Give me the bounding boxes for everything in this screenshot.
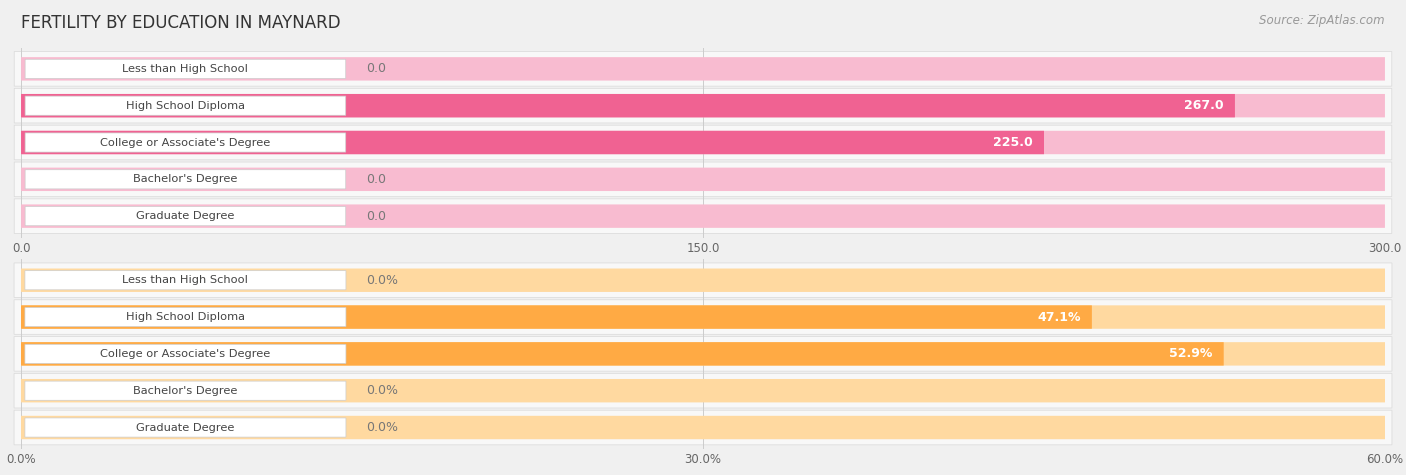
FancyBboxPatch shape <box>21 342 1385 366</box>
FancyBboxPatch shape <box>21 94 1385 117</box>
Text: Graduate Degree: Graduate Degree <box>136 211 235 221</box>
Text: 225.0: 225.0 <box>993 136 1033 149</box>
FancyBboxPatch shape <box>21 168 1385 191</box>
FancyBboxPatch shape <box>14 337 1392 371</box>
FancyBboxPatch shape <box>25 271 346 290</box>
FancyBboxPatch shape <box>14 52 1392 86</box>
FancyBboxPatch shape <box>25 418 346 437</box>
FancyBboxPatch shape <box>14 125 1392 160</box>
Text: 52.9%: 52.9% <box>1170 347 1212 361</box>
FancyBboxPatch shape <box>21 204 1385 228</box>
FancyBboxPatch shape <box>21 305 1385 329</box>
Text: College or Associate's Degree: College or Associate's Degree <box>100 137 270 148</box>
FancyBboxPatch shape <box>25 207 346 226</box>
FancyBboxPatch shape <box>21 342 1223 366</box>
Text: Less than High School: Less than High School <box>122 275 249 285</box>
FancyBboxPatch shape <box>25 344 346 363</box>
Text: 47.1%: 47.1% <box>1038 311 1081 323</box>
Text: 0.0: 0.0 <box>366 173 387 186</box>
FancyBboxPatch shape <box>14 300 1392 334</box>
FancyBboxPatch shape <box>14 199 1392 233</box>
Text: Graduate Degree: Graduate Degree <box>136 423 235 433</box>
Text: FERTILITY BY EDUCATION IN MAYNARD: FERTILITY BY EDUCATION IN MAYNARD <box>21 14 340 32</box>
FancyBboxPatch shape <box>21 57 1385 81</box>
FancyBboxPatch shape <box>21 131 1045 154</box>
FancyBboxPatch shape <box>25 170 346 189</box>
FancyBboxPatch shape <box>25 381 346 400</box>
Text: Source: ZipAtlas.com: Source: ZipAtlas.com <box>1260 14 1385 27</box>
FancyBboxPatch shape <box>21 131 1385 154</box>
Text: Bachelor's Degree: Bachelor's Degree <box>134 386 238 396</box>
FancyBboxPatch shape <box>14 410 1392 445</box>
FancyBboxPatch shape <box>14 263 1392 297</box>
Text: 0.0%: 0.0% <box>366 384 398 397</box>
FancyBboxPatch shape <box>25 133 346 152</box>
Text: 0.0: 0.0 <box>366 209 387 223</box>
FancyBboxPatch shape <box>14 88 1392 123</box>
FancyBboxPatch shape <box>25 307 346 327</box>
FancyBboxPatch shape <box>25 96 346 115</box>
Text: Bachelor's Degree: Bachelor's Degree <box>134 174 238 184</box>
FancyBboxPatch shape <box>14 162 1392 197</box>
Text: High School Diploma: High School Diploma <box>127 101 245 111</box>
FancyBboxPatch shape <box>14 373 1392 408</box>
Text: 0.0: 0.0 <box>366 62 387 76</box>
Text: Less than High School: Less than High School <box>122 64 249 74</box>
FancyBboxPatch shape <box>21 416 1385 439</box>
Text: 0.0%: 0.0% <box>366 421 398 434</box>
Text: High School Diploma: High School Diploma <box>127 312 245 322</box>
FancyBboxPatch shape <box>21 305 1092 329</box>
FancyBboxPatch shape <box>25 59 346 78</box>
FancyBboxPatch shape <box>21 268 1385 292</box>
FancyBboxPatch shape <box>21 379 1385 402</box>
Text: College or Associate's Degree: College or Associate's Degree <box>100 349 270 359</box>
Text: 0.0%: 0.0% <box>366 274 398 287</box>
Text: 267.0: 267.0 <box>1184 99 1225 112</box>
FancyBboxPatch shape <box>21 94 1234 117</box>
